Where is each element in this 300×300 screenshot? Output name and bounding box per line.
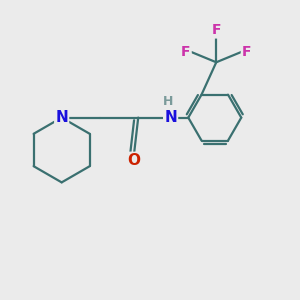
Text: F: F bbox=[212, 23, 221, 38]
Text: O: O bbox=[127, 153, 140, 168]
Text: F: F bbox=[242, 45, 251, 59]
Text: N: N bbox=[55, 110, 68, 125]
Text: H: H bbox=[163, 95, 173, 108]
Text: F: F bbox=[181, 45, 191, 59]
Text: N: N bbox=[164, 110, 177, 125]
